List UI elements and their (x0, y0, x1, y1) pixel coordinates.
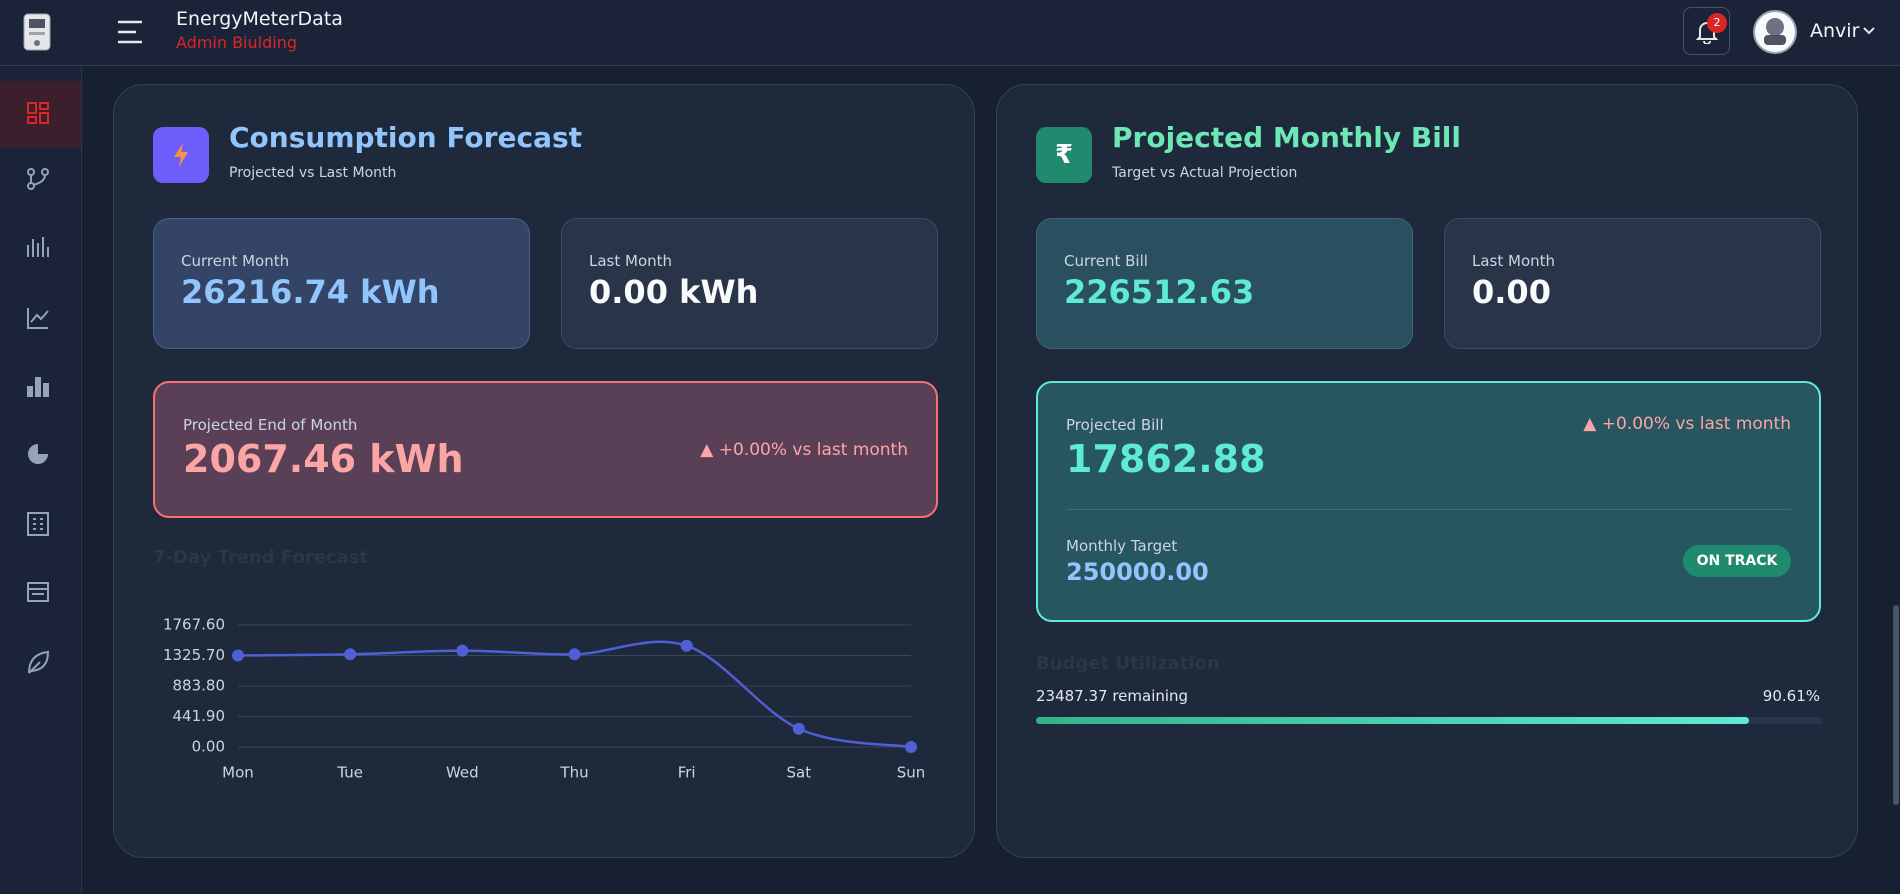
change-indicator: ▲ +0.00% vs last month (700, 440, 908, 460)
stat-label: Projected Bill (1066, 416, 1164, 434)
bill-card: ₹ Projected Monthly Bill Target vs Actua… (996, 84, 1858, 858)
x-tick-label: Thu (559, 764, 588, 782)
data-point (344, 648, 357, 661)
stat-value: 226512.63 (1064, 273, 1255, 311)
side-nav (0, 66, 82, 894)
y-tick-label: 0.00 (192, 738, 225, 756)
nav-icons (27, 102, 50, 674)
budget-percent: 90.61% (1762, 687, 1820, 705)
projected-value: 2067.46 kWh (183, 437, 464, 481)
divider (1066, 509, 1791, 510)
card-title: Consumption Forecast (229, 121, 583, 154)
stat-label: Projected End of Month (183, 416, 358, 434)
user-name[interactable]: Anvir (1810, 20, 1860, 42)
x-tick-label: Tue (336, 764, 363, 782)
data-point (232, 649, 244, 662)
x-tick-label: Sun (897, 764, 926, 782)
x-tick-label: Mon (222, 764, 254, 782)
building-name: Admin Biulding (176, 33, 297, 52)
nav-building[interactable] (27, 512, 49, 536)
current-month-box: Current Month 26216.74 kWh (153, 218, 530, 349)
stat-label: Monthly Target (1066, 537, 1178, 555)
stat-label: Last Month (589, 252, 673, 270)
budget-remaining: 23487.37 remaining (1036, 687, 1189, 705)
data-point (792, 722, 805, 735)
y-tick-label: 883.80 (173, 677, 226, 695)
top-bar: EnergyMeterData Admin Biulding 2 Anvir (0, 0, 1900, 66)
budget-track (1036, 717, 1823, 724)
user-menu-chevron[interactable] (1862, 26, 1876, 36)
x-tick-label: Sat (787, 764, 812, 782)
nav-bars[interactable] (27, 237, 49, 257)
data-point (456, 644, 469, 657)
bolt-icon (174, 143, 188, 167)
notification-badge: 2 (1707, 13, 1727, 33)
budget-fill (1036, 717, 1750, 724)
stat-label: Last Month (1472, 252, 1556, 270)
x-tick-label: Wed (446, 764, 479, 782)
card-subtitle: Target vs Actual Projection (1112, 165, 1298, 181)
nav-dashboard[interactable] (27, 102, 49, 124)
data-point (905, 741, 917, 753)
app-name: EnergyMeterData (176, 8, 343, 30)
app-logo (23, 13, 51, 51)
last-month-box: Last Month 0.00 (1444, 218, 1821, 349)
y-tick-label: 441.90 (173, 707, 226, 725)
card-subtitle: Projected vs Last Month (229, 165, 397, 181)
nav-columns[interactable] (27, 377, 49, 397)
trend-chart: 0.00 441.90 883.80 1325.70 1767.60 Mon Tue Wed T… (163, 616, 926, 782)
stat-value: 26216.74 kWh (181, 273, 440, 311)
budget-title: Budget Utilization (1036, 653, 1220, 674)
stat-value: 0.00 (1472, 273, 1551, 311)
data-point (568, 648, 581, 661)
menu-toggle[interactable] (116, 19, 144, 45)
nav-trend[interactable] (27, 308, 49, 329)
change-indicator: ▲ +0.00% vs last month (1583, 414, 1791, 434)
notification-button[interactable]: 2 (1683, 7, 1730, 55)
forecast-card: Consumption Forecast Projected vs Last M… (113, 84, 975, 858)
chart-title: 7-Day Trend Forecast (153, 547, 369, 568)
nav-pie[interactable] (28, 444, 48, 464)
forecast-icon (153, 127, 209, 183)
stat-label: Current Month (181, 252, 290, 270)
current-bill-box: Current Bill 226512.63 (1036, 218, 1413, 349)
card-title: Projected Monthly Bill (1112, 121, 1462, 154)
last-month-box: Last Month 0.00 kWh (561, 218, 938, 349)
stat-label: Current Bill (1064, 252, 1148, 270)
nav-eco[interactable] (28, 650, 50, 674)
status-pill: ON TRACK (1683, 545, 1791, 577)
projected-box: Projected End of Month 2067.46 kWh ▲ +0.… (153, 381, 938, 518)
x-tick-label: Fri (678, 764, 696, 782)
projected-bill-box: Projected Bill 17862.88 ▲ +0.00% vs last… (1036, 381, 1821, 622)
stat-value: 0.00 kWh (589, 273, 759, 311)
user-avatar[interactable] (1752, 9, 1798, 55)
y-tick-label: 1767.60 (163, 616, 225, 634)
target-value: 250000.00 (1066, 558, 1209, 586)
nav-branches[interactable] (27, 168, 49, 190)
bill-icon: ₹ (1036, 127, 1092, 183)
data-point (680, 639, 693, 652)
projected-value: 17862.88 (1066, 437, 1266, 481)
nav-reports[interactable] (27, 582, 49, 602)
scrollbar[interactable] (1893, 605, 1899, 805)
y-tick-label: 1325.70 (163, 646, 225, 664)
